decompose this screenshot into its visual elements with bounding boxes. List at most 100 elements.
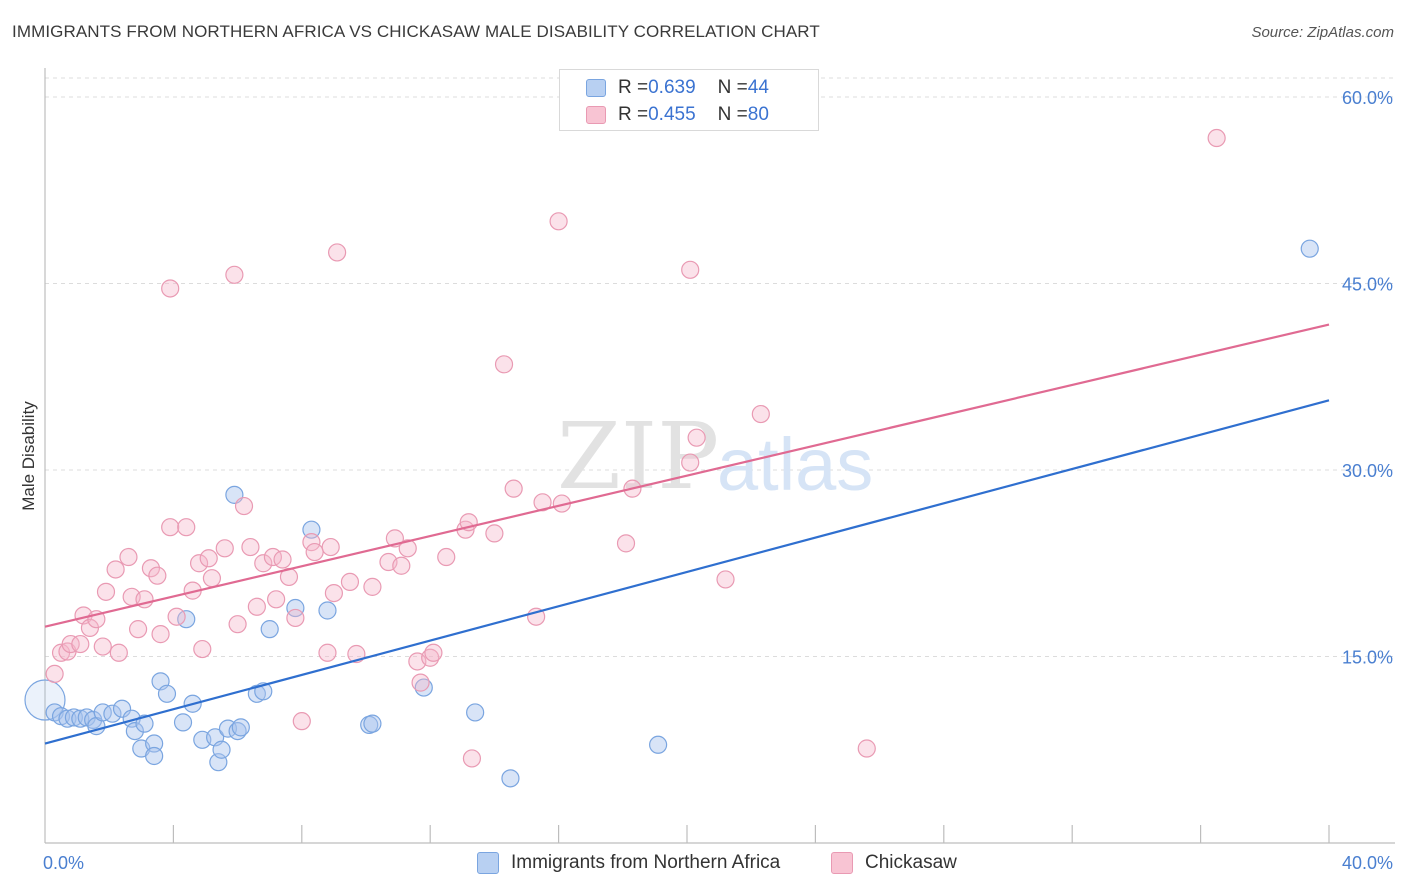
point-chickasaw [161, 279, 180, 298]
point-immigrants [212, 740, 231, 759]
point-immigrants [64, 708, 83, 727]
point-chickasaw [119, 547, 138, 567]
legend-swatch-immigrants [586, 79, 606, 97]
point-immigrants [466, 703, 485, 722]
legend-n-value: 44 [747, 77, 769, 98]
point-chickasaw [398, 539, 417, 558]
chart-source: Source: ZipAtlas.com [1251, 24, 1394, 41]
point-chickasaw [681, 453, 700, 472]
point-chickasaw [421, 648, 440, 667]
point-chickasaw [167, 607, 186, 626]
point-immigrants [112, 699, 132, 718]
point-immigrants [260, 620, 279, 639]
point-chickasaw [616, 534, 636, 553]
point-chickasaw [71, 634, 90, 654]
legend-n-label: N = [717, 104, 748, 125]
legend-r-value: 0.455 [648, 104, 696, 125]
point-chickasaw [533, 493, 552, 512]
point-chickasaw [96, 582, 116, 601]
legend-n-value: 80 [747, 104, 769, 125]
point-chickasaw [148, 566, 167, 585]
point-chickasaw [302, 533, 321, 552]
point-chickasaw [485, 524, 504, 543]
y-axis-label: Male Disability [19, 401, 38, 511]
point-chickasaw [1207, 128, 1226, 148]
point-chickasaw [857, 739, 876, 758]
chart-title: IMMIGRANTS FROM NORTHERN AFRICA VS CHICK… [12, 22, 820, 41]
point-chickasaw [228, 615, 247, 634]
point-immigrants [135, 714, 154, 733]
point-immigrants [1300, 239, 1319, 258]
point-chickasaw [193, 639, 212, 659]
legend-label-chickasaw: Chickasaw [865, 852, 957, 873]
point-chickasaw [305, 542, 324, 562]
point-chickasaw [234, 496, 254, 516]
point-immigrants [145, 746, 164, 766]
point-chickasaw [687, 428, 706, 447]
legend-item-chickasaw[interactable]: Chickasaw [831, 852, 957, 874]
point-immigrants [318, 601, 337, 620]
point-chickasaw [225, 265, 244, 284]
point-chickasaw [411, 673, 430, 692]
point-immigrants [157, 684, 177, 703]
correlation-legend: R = 0.639 N = 44 R = 0.455 N = 80 [559, 69, 819, 131]
legend-swatch-immigrants [477, 852, 499, 874]
legend-swatch-chickasaw [586, 106, 606, 124]
y-tick-label: 30.0% [1342, 461, 1393, 481]
point-chickasaw [267, 590, 286, 609]
point-immigrants [71, 709, 90, 728]
point-immigrants [414, 678, 433, 697]
watermark-zip: ZIP [557, 403, 719, 510]
legend-n-label: N = [717, 77, 748, 98]
point-chickasaw [424, 643, 443, 662]
point-chickasaw [128, 620, 148, 639]
point-chickasaw [109, 643, 128, 662]
point-chickasaw [504, 479, 523, 498]
point-immigrants [501, 769, 520, 788]
point-chickasaw [462, 749, 482, 768]
point-immigrants [145, 734, 164, 753]
point-immigrants [302, 520, 321, 539]
point-chickasaw [247, 597, 266, 616]
point-immigrants [363, 714, 382, 733]
series-legend: Immigrants from Northern Africa Chickasa… [0, 850, 1406, 878]
point-immigrants [103, 704, 122, 723]
data-points [24, 128, 1319, 788]
point-chickasaw [392, 556, 411, 575]
point-chickasaw [318, 643, 337, 662]
point-immigrants [58, 709, 77, 728]
point-chickasaw [61, 634, 80, 654]
axes [44, 68, 1395, 844]
point-chickasaw [177, 518, 196, 537]
legend-swatch-chickasaw [831, 852, 853, 874]
point-immigrants [286, 598, 305, 618]
point-chickasaw [215, 539, 234, 558]
legend-row-chickasaw: R = 0.455 N = 80 [586, 103, 769, 127]
point-immigrants [649, 735, 668, 754]
legend-item-immigrants[interactable]: Immigrants from Northern Africa [477, 852, 780, 874]
point-chickasaw [751, 404, 770, 424]
trend-lines [44, 323, 1330, 745]
legend-row-immigrants: R = 0.639 N = 44 [586, 76, 769, 100]
point-chickasaw [141, 559, 161, 578]
y-tick-label: 45.0% [1342, 275, 1393, 295]
point-chickasaw [363, 577, 382, 596]
point-chickasaw [549, 212, 568, 231]
point-chickasaw [328, 243, 347, 262]
point-chickasaw [254, 554, 273, 573]
point-chickasaw [292, 712, 311, 731]
point-immigrants [125, 721, 144, 741]
point-chickasaw [161, 518, 180, 537]
tick-labels: 15.0% 30.0% 45.0% 60.0% 0.0% 40.0% Male Disabi… [19, 88, 1393, 873]
trend-line-chickasaw [44, 323, 1330, 628]
watermark-atlas: atlas [717, 423, 873, 506]
y-tick-label: 60.0% [1342, 88, 1393, 108]
point-chickasaw [494, 355, 514, 374]
point-chickasaw [106, 560, 125, 579]
point-chickasaw [340, 572, 360, 592]
point-chickasaw [151, 625, 170, 644]
grid-lines [45, 77, 1395, 657]
trend-line-immigrants [44, 399, 1330, 745]
point-chickasaw [716, 570, 735, 589]
